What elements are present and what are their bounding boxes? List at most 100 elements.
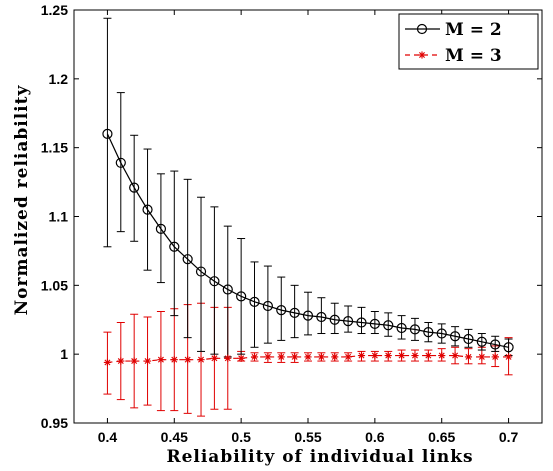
point-m3-23: [411, 351, 419, 360]
point-m3-2: [130, 357, 138, 365]
point-m2-19: [356, 317, 367, 328]
point-m3-13: [277, 353, 285, 361]
point-m3-18: [344, 353, 352, 361]
point-m2-23: [409, 324, 421, 335]
ticks-group: 0.4 0.45 0.5 0.55 0.6 0.65 0.7 0.95 1 1.05 1.1 1.15…: [41, 2, 542, 445]
legend-marker-m2: [416, 23, 428, 35]
legend-label-m3: M = 3: [445, 46, 502, 66]
errorbar-m2-20: [370, 310, 379, 335]
point-m2-25: [436, 328, 447, 339]
legend-label-m2: M = 2: [445, 20, 502, 40]
y-tick-label-3: 1.1: [49, 209, 69, 225]
point-m3-14: [291, 353, 299, 361]
point-m3-19: [357, 351, 366, 360]
errorbar-m2-7: [197, 196, 206, 352]
point-m2-0: [102, 128, 113, 139]
series-line-m2: [106, 133, 509, 348]
errorbar-m2-27: [464, 328, 473, 348]
errorbar-m2-17: [330, 302, 339, 335]
point-m2-11: [249, 296, 260, 307]
point-m2-16: [316, 311, 327, 323]
x-tick-label-3: 0.55: [294, 429, 321, 445]
point-m2-2: [129, 182, 140, 193]
y-tick-label-1: 1: [60, 346, 68, 362]
point-m2-27: [463, 333, 474, 345]
errorbar-m2-22: [397, 315, 406, 340]
errorbar-m2-16: [317, 297, 326, 335]
point-m3-5: [170, 356, 178, 364]
point-m3-21: [384, 351, 392, 360]
point-m3-26: [451, 351, 459, 360]
x-tick-label-4: 0.6: [365, 429, 385, 445]
y-tick-label-4: 1.15: [41, 140, 68, 156]
point-m3-4: [157, 356, 165, 364]
point-m2-3: [142, 204, 153, 215]
point-m3-20: [371, 351, 379, 360]
errorbar-m2-5: [170, 170, 179, 317]
point-m3-7: [197, 356, 205, 364]
point-m2-9: [222, 284, 233, 295]
x-tick-label-6: 0.7: [499, 429, 519, 445]
markers-group: [102, 128, 514, 367]
point-m3-6: [184, 356, 192, 364]
x-tick-label-1: 0.45: [161, 429, 188, 445]
point-m3-16: [317, 353, 325, 361]
point-m2-26: [449, 331, 461, 342]
point-m3-24: [424, 351, 432, 360]
y-tick-label-5: 1.2: [49, 71, 69, 87]
errorbar-m2-15: [304, 291, 312, 336]
point-m2-4: [155, 223, 167, 234]
point-m3-11: [250, 353, 259, 361]
legend: M = 2 M = 3: [398, 13, 539, 70]
point-m2-20: [369, 318, 380, 329]
point-m2-22: [396, 322, 407, 334]
point-m3-1: [117, 357, 125, 365]
point-m2-17: [329, 314, 340, 325]
point-m2-18: [343, 316, 354, 327]
legend-box: [398, 13, 539, 70]
point-m2-15: [302, 310, 314, 321]
point-m2-10: [236, 291, 247, 302]
point-m2-1: [115, 157, 126, 168]
errorbar-m2-18: [344, 305, 353, 333]
point-m3-9: [224, 354, 232, 362]
errorbar-m2-13: [277, 276, 286, 341]
point-m2-5: [169, 241, 180, 252]
y-tick-label-2: 1.05: [41, 277, 68, 293]
point-m2-14: [289, 307, 300, 318]
errorbar-m2-14: [290, 284, 299, 339]
point-m2-29: [490, 339, 501, 350]
errorbar-m2-11: [250, 261, 259, 348]
legend-marker-m3: [418, 51, 426, 59]
point-m2-24: [423, 327, 434, 338]
y-axis-label: Normalized reliability: [12, 85, 32, 316]
point-m3-12: [264, 353, 272, 361]
point-m2-30: [503, 342, 514, 353]
point-m3-0: [103, 358, 112, 367]
point-m3-3: [143, 357, 152, 365]
point-m2-12: [262, 300, 273, 312]
y-tick-label-6: 1.25: [41, 2, 68, 18]
point-m3-25: [438, 351, 446, 360]
errorbar-m2-19: [357, 306, 366, 335]
x-tick-label-5: 0.65: [428, 429, 455, 445]
point-m3-29: [491, 353, 499, 361]
point-m3-15: [304, 353, 312, 361]
errorbar-m2-12: [263, 265, 272, 344]
point-m3-10: [237, 354, 245, 362]
y-tick-label-0: 0.95: [41, 415, 68, 431]
x-axis-label: Reliability of individual links: [166, 447, 473, 467]
errorbar-m2-21: [384, 312, 393, 337]
point-m2-8: [209, 276, 220, 287]
x-tick-label-2: 0.5: [231, 429, 251, 445]
legend-star-m3-glyph: [418, 51, 426, 59]
point-m3-28: [478, 353, 486, 361]
point-m3-8: [210, 354, 218, 362]
point-m2-7: [195, 266, 207, 277]
point-m2-6: [182, 254, 193, 265]
point-m3-30: [504, 353, 513, 361]
point-m3-17: [331, 353, 339, 361]
point-m2-28: [476, 336, 487, 347]
